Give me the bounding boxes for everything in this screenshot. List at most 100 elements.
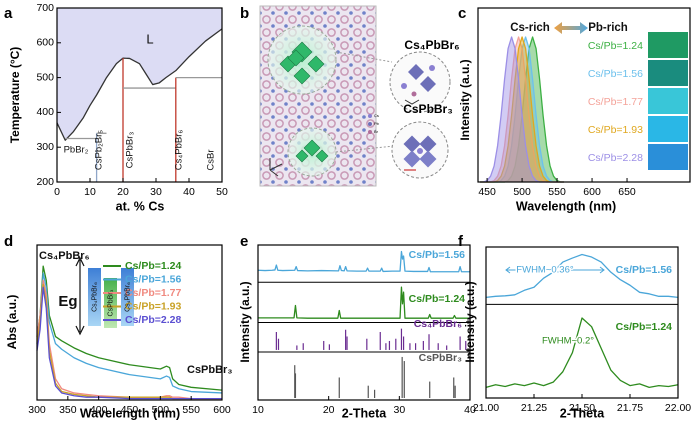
x-tick-label: 22.00: [665, 402, 691, 414]
x-tick-label: 400: [90, 404, 108, 416]
series-label: Cs₄PbBr₆: [414, 318, 463, 330]
x-tick-label: 300: [28, 404, 46, 416]
plot-frame: [36, 244, 223, 401]
annotation: Cs₄PbBr₆: [39, 250, 90, 262]
annotation: CsPb₂Br₅: [94, 130, 105, 170]
chart-panel: L PbBr₂ CsPb₂Br₅ CsPbBr₃ Cs₄PbBr₆ CsBr 0 10 20 30…: [4, 2, 228, 214]
y-axis-label: Temperature (°C): [8, 47, 22, 144]
data-line: [258, 286, 470, 319]
chart-panel: Cs/Pb=1.56 Cs/Pb=1.24 Cs₄PbBr₆ CsPbBr₃ 10 20 3…: [238, 233, 476, 420]
annotation: Cs₄PbBr₆: [174, 130, 185, 171]
data-line: [257, 250, 470, 273]
annotation: Pb-rich: [588, 22, 628, 34]
liquid-region: [57, 8, 222, 141]
chart-panel: Cs/Pb=1.24Cs/Pb=1.56Cs/Pb=1.77Cs/Pb=1.93…: [4, 233, 232, 420]
x-tick-label: 20: [323, 404, 335, 416]
atom-legend: Pb: [374, 121, 380, 126]
legend-label: Cs/Pb=1.56: [588, 68, 643, 80]
photo: [648, 144, 688, 170]
x-tick-label: 350: [59, 404, 77, 416]
annotation: Cs-rich: [510, 22, 550, 34]
octahedra: [279, 41, 325, 85]
series-label: CsPbBr₃: [419, 352, 463, 364]
annotation: FWHM~0.2°: [542, 336, 594, 347]
structure-label: CsPbBr₃: [403, 102, 453, 116]
annotation: Cs₄PbBr₆: [124, 282, 131, 312]
data-line: [56, 28, 223, 141]
legend-label: Cs/Pb=1.24: [588, 40, 643, 52]
plot-frame: [257, 244, 471, 401]
x-tick-label: 600: [583, 186, 601, 198]
annotation: CsPbBr₃: [107, 289, 114, 316]
band-diagram: [75, 256, 134, 336]
data-line: [36, 279, 222, 400]
data-line: [485, 317, 679, 388]
legend-label: Cs/Pb=1.56: [125, 273, 181, 285]
atom-legend: Cs: [374, 113, 379, 118]
y-tick-label: 500: [36, 71, 54, 83]
x-tick-label: 500: [513, 186, 531, 198]
y-axis-label: Intensity (a.u.): [238, 281, 252, 362]
y-tick-label: 300: [36, 141, 54, 153]
legend-label: Cs/Pb=1.77: [125, 287, 181, 299]
panel-letter: e: [240, 233, 248, 250]
structure-cspbbr3: [403, 135, 437, 171]
y-tick-label: 700: [36, 2, 54, 14]
x-tick-label: 650: [618, 186, 636, 198]
panel-letter: d: [4, 233, 13, 250]
x-axis-label: 2-Theta: [560, 406, 606, 420]
annotation: FWHM~0.36°: [516, 265, 574, 276]
x-tick-label: 40: [183, 186, 195, 198]
legend-label: Cs/Pb=2.28: [588, 152, 643, 164]
series-label: Cs/Pb=1.56: [616, 264, 672, 276]
fwhm-arrows: [505, 266, 605, 345]
atom-legend: Br: [374, 129, 379, 134]
x-tick-label: 550: [182, 404, 200, 416]
x-axis-label: Wavelength (nm): [516, 199, 616, 213]
series-label: Cs/Pb=1.24: [616, 321, 672, 333]
photo: [648, 116, 688, 142]
x-tick-label: 10: [252, 404, 264, 416]
data-line: [36, 265, 223, 391]
x-tick-label: 21.00: [473, 402, 499, 414]
annotation: CsBr: [206, 149, 217, 170]
y-axis-label: Intensity (a.u.): [458, 59, 472, 140]
x-tick-label: 21.50: [569, 402, 595, 414]
octahedra: [295, 139, 329, 163]
legend-label: Cs/Pb=1.24: [125, 260, 181, 272]
x-axis-label: 2-Theta: [342, 406, 388, 420]
crystal-illustration: b Cs₄PbBr₆ CsPbBr₃ Cs Pb Br: [240, 5, 460, 187]
y-tick-label: 400: [36, 106, 54, 118]
x-tick-label: 50: [216, 186, 228, 198]
photo: [648, 88, 688, 114]
photo: [648, 60, 688, 86]
panel-letter: f: [458, 233, 464, 250]
x-tick-label: 10: [84, 186, 96, 198]
x-tick-label: 40: [464, 404, 476, 416]
structure-label: Cs₄PbBr₆: [404, 38, 459, 52]
x-tick-label: 30: [393, 404, 405, 416]
x-tick-label: 20: [117, 186, 129, 198]
x-tick-label: 550: [548, 186, 566, 198]
panel-letter: c: [458, 5, 466, 22]
y-tick-label: 200: [36, 176, 54, 188]
structure-cs4pbbr6: [401, 64, 436, 105]
plot-frame: [477, 7, 691, 183]
x-tick-label: 600: [213, 404, 231, 416]
legend-label: Cs/Pb=1.77: [588, 96, 643, 108]
data-line: [36, 286, 222, 400]
x-axis-label: Wavelength (nm): [80, 406, 180, 420]
x-tick-label: 450: [478, 186, 496, 198]
panel-letter: a: [4, 5, 13, 22]
annotation: PbBr₂: [64, 145, 89, 156]
chart-panel: Cs/Pb=1.24Cs/Pb=1.56Cs/Pb=1.77Cs/Pb=1.93…: [458, 5, 691, 213]
photo: [648, 32, 688, 58]
x-tick-label: 21.75: [617, 402, 643, 414]
annotation: CsPbBr₃: [125, 132, 136, 169]
annotation: Cs₄PbBr₆: [91, 282, 98, 312]
plot-frame: [485, 246, 679, 399]
x-tick-label: 21.25: [521, 402, 547, 414]
data-line: [485, 253, 679, 298]
